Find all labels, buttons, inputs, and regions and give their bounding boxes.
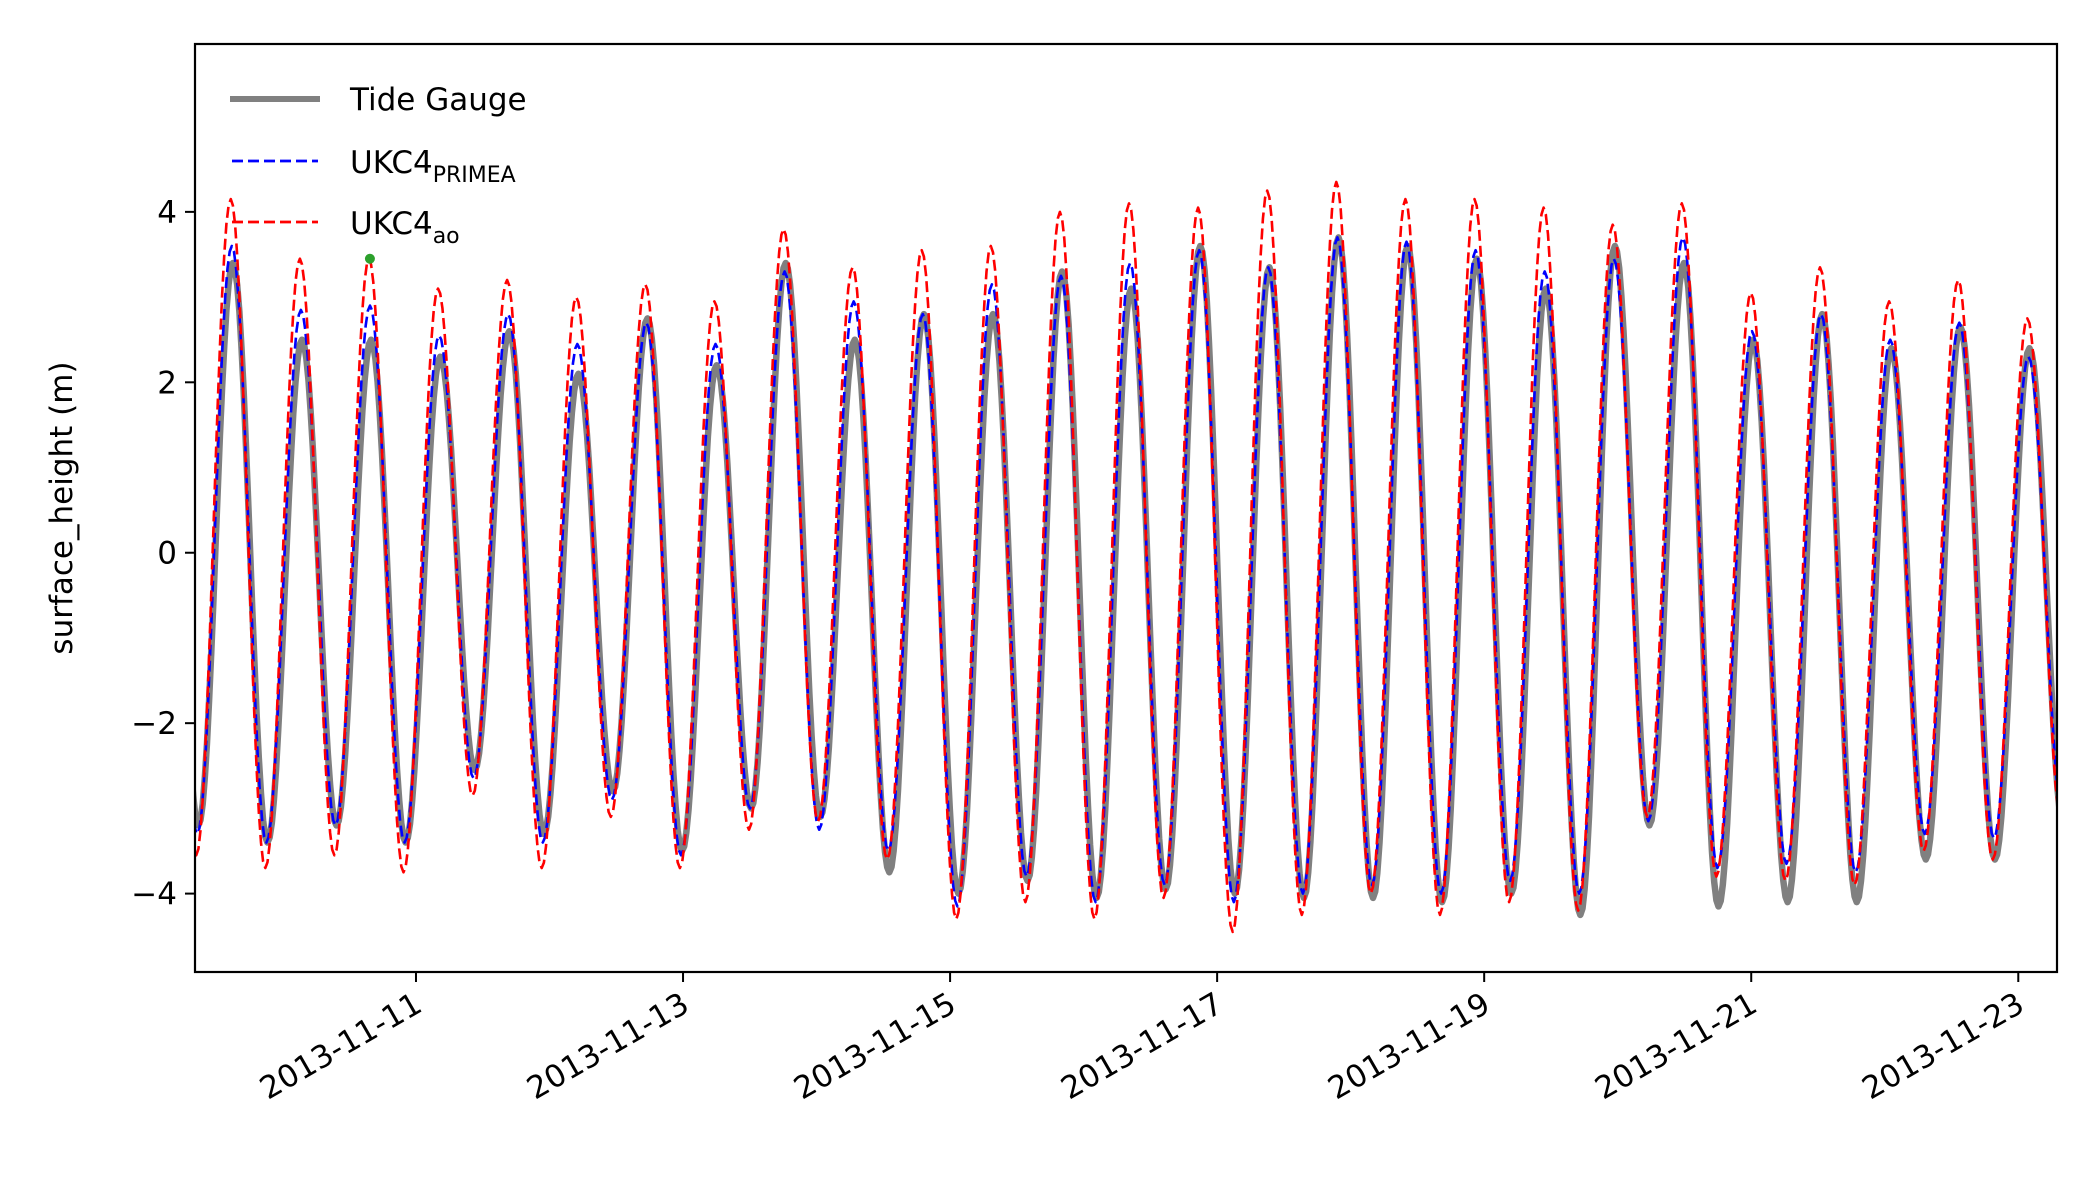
- series-line-tide-gauge: [195, 234, 2057, 919]
- legend-item-ukc4-ao: UKC4ao: [232, 206, 460, 249]
- legend-label-sub: ao: [433, 224, 460, 249]
- y-tick-label: 0: [157, 536, 177, 572]
- x-tick-label: 2013-11-23: [1856, 986, 2030, 1107]
- y-axis-label: surface_height (m): [44, 361, 80, 654]
- legend-label: UKC4ao: [350, 206, 460, 249]
- series-line-ukc4-primea: [195, 236, 2057, 908]
- x-tick-label: 2013-11-15: [788, 986, 962, 1107]
- y-axis: −4 −2 0 2 4: [131, 195, 195, 913]
- legend-item-ukc4-primea: UKC4PRIMEA: [232, 145, 516, 188]
- x-tick-label: 2013-11-13: [521, 986, 695, 1107]
- legend-label: UKC4PRIMEA: [350, 145, 516, 188]
- x-tick-label: 2013-11-17: [1055, 986, 1229, 1107]
- y-tick-label: −4: [131, 877, 177, 913]
- plot-frame: [193, 42, 2059, 974]
- y-tick-label: 4: [157, 195, 177, 231]
- x-axis: 2013-11-11 2013-11-13 2013-11-15 2013-11-17…: [254, 972, 2030, 1107]
- legend-item-tide-gauge: Tide Gauge: [230, 82, 527, 118]
- y-tick-label: 2: [157, 365, 177, 401]
- x-tick-label: 2013-11-11: [254, 986, 428, 1107]
- x-tick-label: 2013-11-21: [1589, 986, 1763, 1107]
- legend-label: Tide Gauge: [349, 82, 527, 118]
- y-tick-label: −2: [131, 706, 177, 742]
- series-line-ukc4-ao: [195, 180, 2057, 934]
- x-tick-label: 2013-11-19: [1322, 986, 1496, 1107]
- legend: Tide Gauge UKC4PRIMEA UKC4ao: [230, 82, 527, 249]
- highlight-marker: [364, 253, 375, 264]
- series-layer: [195, 180, 2057, 934]
- legend-label-sub: PRIMEA: [433, 163, 516, 188]
- legend-label-main: UKC4: [350, 145, 433, 181]
- legend-label-main: UKC4: [350, 206, 433, 242]
